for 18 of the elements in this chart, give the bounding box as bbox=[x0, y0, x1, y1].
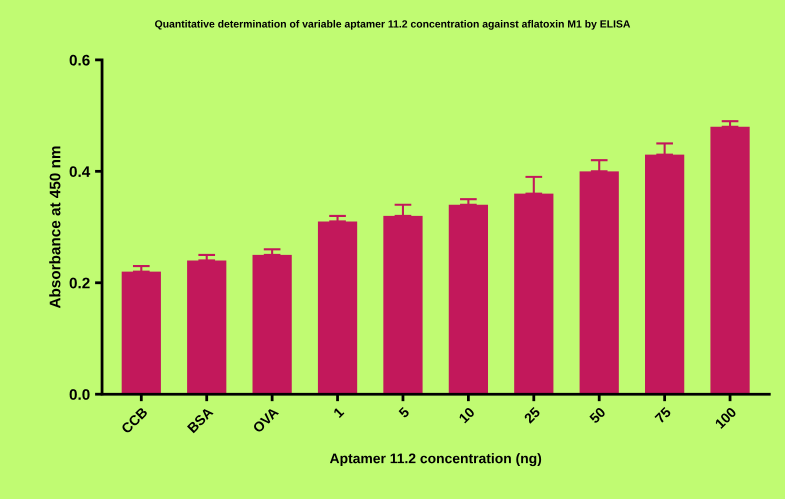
y-tick-label: 0.6 bbox=[70, 54, 90, 66]
chart-title: Quantitative determination of variable aptamer 11.2 concentration against aflatoxin M1 by ELISA bbox=[155, 20, 630, 30]
bar bbox=[252, 254, 292, 394]
y-tick-label: 0.4 bbox=[70, 166, 90, 178]
y-tick-label: 0.0 bbox=[70, 389, 90, 400]
y-tick-label: 0.2 bbox=[70, 278, 90, 288]
bar bbox=[187, 260, 226, 394]
x-tick-label: OVA bbox=[252, 406, 280, 434]
x-tick-label: 75 bbox=[654, 406, 672, 424]
x-tick-label: 5 bbox=[398, 406, 410, 418]
x-tick-label: 100 bbox=[714, 406, 737, 429]
x-tick-label: 25 bbox=[523, 406, 541, 424]
x-axis-title: Aptamer 11.2 concentration (ng) bbox=[330, 453, 542, 466]
x-tick-label: 10 bbox=[458, 406, 476, 424]
x-tick-label: 50 bbox=[588, 406, 606, 424]
bar bbox=[318, 221, 358, 394]
x-tick-label: 1 bbox=[333, 406, 344, 418]
y-axis-title: Absorbance at 450 nm bbox=[49, 146, 60, 308]
